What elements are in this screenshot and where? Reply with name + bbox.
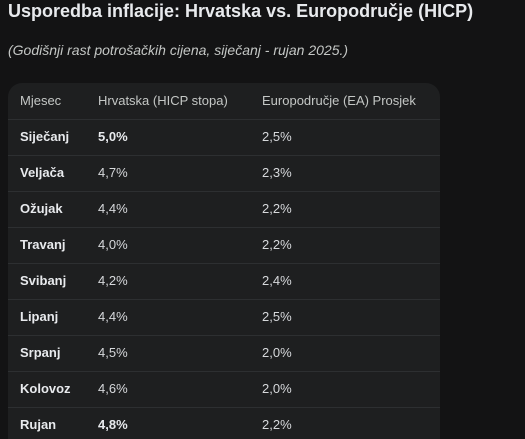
row-divider (8, 155, 440, 156)
month-cell: Srpanj (20, 345, 61, 360)
croatia-cell: 4,8% (98, 417, 128, 432)
table-row: Ožujak 4,4% 2,2% (8, 191, 440, 227)
header-divider (8, 119, 440, 120)
eurozone-cell: 2,4% (262, 273, 292, 288)
row-divider (8, 407, 440, 408)
table-row: Veljača 4,7% 2,3% (8, 155, 440, 191)
page-subtitle: (Godišnji rast potrošačkih cijena, siječ… (8, 42, 349, 58)
page-title: Usporedba inflacije: Hrvatska vs. Europo… (8, 1, 474, 21)
eurozone-cell: 2,0% (262, 345, 292, 360)
croatia-cell: 4,7% (98, 165, 128, 180)
croatia-cell: 4,5% (98, 345, 128, 360)
table-row: Svibanj 4,2% 2,4% (8, 263, 440, 299)
croatia-cell: 4,0% (98, 237, 128, 252)
eurozone-cell: 2,5% (262, 129, 292, 144)
month-cell: Siječanj (20, 129, 70, 144)
croatia-cell: 4,4% (98, 309, 128, 324)
inflation-table: Mjesec Hrvatska (HICP stopa) Europodručj… (8, 83, 440, 439)
croatia-cell: 4,6% (98, 381, 128, 396)
eurozone-cell: 2,3% (262, 165, 292, 180)
row-divider (8, 191, 440, 192)
table-row: Siječanj 5,0% 2,5% (8, 119, 440, 155)
eurozone-cell: 2,2% (262, 237, 292, 252)
croatia-cell: 5,0% (98, 129, 128, 144)
croatia-cell: 4,2% (98, 273, 128, 288)
month-cell: Veljača (20, 165, 65, 180)
table-row: Rujan 4,8% 2,2% (8, 407, 440, 439)
month-cell: Kolovoz (20, 381, 71, 396)
column-header-croatia: Hrvatska (HICP stopa) (98, 93, 228, 108)
table-row: Srpanj 4,5% 2,0% (8, 335, 440, 371)
month-cell: Rujan (20, 417, 57, 432)
row-divider (8, 371, 440, 372)
table-row: Travanj 4,0% 2,2% (8, 227, 440, 263)
table-row: Kolovoz 4,6% 2,0% (8, 371, 440, 407)
column-header-month: Mjesec (20, 93, 62, 108)
table-row: Lipanj 4,4% 2,5% (8, 299, 440, 335)
eurozone-cell: 2,2% (262, 201, 292, 216)
row-divider (8, 263, 440, 264)
month-cell: Lipanj (20, 309, 59, 324)
row-divider (8, 299, 440, 300)
eurozone-cell: 2,2% (262, 417, 292, 432)
eurozone-cell: 2,5% (262, 309, 292, 324)
table-header-row: Mjesec Hrvatska (HICP stopa) Europodručj… (8, 83, 440, 119)
column-header-eurozone: Europodručje (EA) Prosjek (262, 93, 416, 108)
month-cell: Travanj (20, 237, 66, 252)
row-divider (8, 227, 440, 228)
month-cell: Svibanj (20, 273, 67, 288)
row-divider (8, 335, 440, 336)
eurozone-cell: 2,0% (262, 381, 292, 396)
croatia-cell: 4,4% (98, 201, 128, 216)
month-cell: Ožujak (20, 201, 63, 216)
